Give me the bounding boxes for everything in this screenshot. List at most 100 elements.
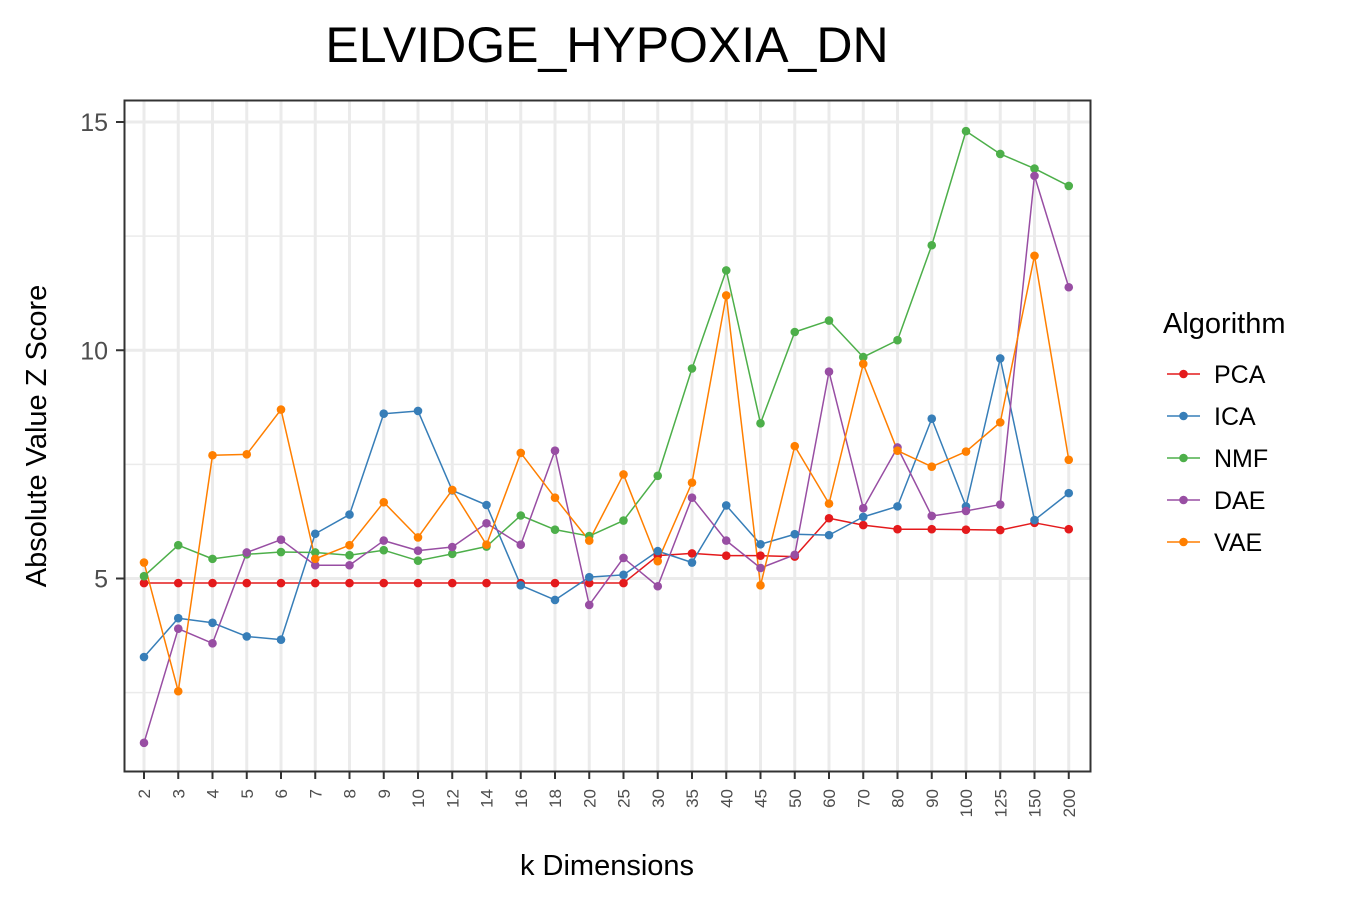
x-tick-label: 50 — [786, 789, 805, 808]
data-point-ica — [482, 500, 491, 510]
data-point-ica — [1030, 515, 1039, 525]
data-point-dae — [379, 536, 389, 545]
data-point-dae — [208, 639, 217, 648]
data-point-ica — [379, 409, 389, 419]
data-point-ica — [824, 530, 834, 540]
data-point-pca — [208, 578, 217, 588]
data-point-ica — [516, 581, 526, 590]
x-tick-label: 14 — [478, 789, 497, 808]
data-point-vae — [310, 554, 320, 564]
x-tick-label: 12 — [443, 789, 462, 808]
series-line-dae — [143, 175, 1070, 744]
legend-key-point-ica — [1179, 411, 1188, 421]
data-point-dae — [756, 563, 765, 573]
y-tick-label: 10 — [80, 337, 108, 365]
y-tick-label: 15 — [80, 109, 108, 137]
x-tick-label: 60 — [820, 789, 839, 808]
data-point-nmf — [345, 550, 354, 560]
x-axis-title: k Dimensions — [520, 850, 694, 882]
data-point-vae — [550, 493, 560, 502]
data-point-nmf — [1064, 181, 1074, 191]
data-point-pca — [413, 578, 423, 588]
x-tick-label: 8 — [341, 789, 360, 798]
data-point-pca — [276, 578, 286, 588]
series-line-ica — [143, 357, 1070, 658]
series-line-pca — [144, 517, 1069, 584]
x-tick-label: 10 — [409, 789, 428, 808]
data-point-pca — [242, 578, 252, 588]
data-point-pca — [139, 578, 149, 588]
data-point-ica — [995, 354, 1005, 363]
data-point-vae — [482, 540, 491, 550]
data-point-nmf — [893, 335, 902, 345]
data-point-ica — [721, 501, 731, 510]
plot-panel-border — [123, 99, 1092, 773]
data-point-vae — [721, 291, 731, 300]
legend-label-nmf: NMF — [1214, 445, 1268, 473]
data-point-dae — [721, 536, 731, 545]
x-tick-label: 150 — [1026, 789, 1045, 817]
data-point-dae — [790, 550, 800, 560]
x-tick-label: 18 — [546, 789, 565, 808]
data-point-ica — [756, 539, 765, 549]
plot-series — [139, 126, 1074, 748]
data-point-pca — [961, 525, 971, 534]
data-point-vae — [824, 499, 834, 508]
data-point-dae — [858, 503, 868, 513]
data-point-pca — [1064, 524, 1074, 534]
data-point-dae — [550, 446, 560, 455]
data-point-ica — [276, 635, 286, 644]
data-point-vae — [139, 558, 149, 567]
data-point-vae — [173, 686, 183, 696]
data-point-vae — [516, 448, 526, 458]
data-point-pca — [345, 578, 354, 588]
data-point-nmf — [653, 471, 663, 481]
data-point-dae — [1030, 171, 1039, 181]
data-point-dae — [242, 548, 252, 557]
data-point-nmf — [619, 516, 628, 525]
data-point-vae — [619, 470, 628, 479]
data-point-vae — [242, 450, 252, 459]
data-point-dae — [619, 553, 628, 563]
data-point-ica — [1064, 488, 1074, 498]
data-point-nmf — [139, 571, 149, 581]
data-point-nmf — [858, 352, 868, 362]
x-tick-label: 3 — [169, 789, 188, 798]
data-point-pca — [173, 578, 183, 588]
data-point-dae — [927, 511, 937, 521]
x-tick-label: 9 — [375, 789, 394, 798]
data-point-ica — [893, 502, 902, 511]
legend-key-point-nmf — [1179, 453, 1188, 463]
data-point-vae — [653, 556, 663, 566]
data-point-dae — [1064, 282, 1074, 292]
data-point-nmf — [173, 540, 183, 550]
data-point-dae — [995, 500, 1005, 509]
data-point-nmf — [447, 549, 457, 559]
data-point-dae — [961, 506, 971, 516]
data-point-nmf — [1030, 164, 1039, 173]
legend-key-point-vae — [1179, 537, 1188, 547]
data-point-nmf — [276, 547, 286, 557]
data-point-nmf — [995, 149, 1005, 159]
data-point-vae — [379, 497, 389, 507]
data-point-vae — [858, 359, 868, 369]
legend-label-ica: ICA — [1214, 403, 1256, 431]
data-point-vae — [687, 478, 697, 487]
data-point-ica — [173, 613, 183, 623]
data-point-vae — [345, 540, 354, 550]
x-tick-label: 25 — [615, 789, 634, 808]
data-point-ica — [584, 572, 594, 582]
data-point-ica — [345, 510, 354, 519]
data-point-pca — [550, 578, 560, 588]
data-point-ica — [413, 406, 423, 416]
x-tick-label: 30 — [649, 789, 668, 808]
chart-title: ELVIDGE_HYPOXIA_DN — [325, 17, 888, 73]
legend-key-point-pca — [1179, 369, 1188, 379]
data-point-vae — [927, 462, 937, 471]
grid — [124, 100, 1090, 771]
x-tick-label: 5 — [238, 789, 257, 798]
data-point-ica — [139, 652, 149, 662]
data-point-pca — [447, 578, 457, 588]
data-point-dae — [310, 560, 320, 570]
